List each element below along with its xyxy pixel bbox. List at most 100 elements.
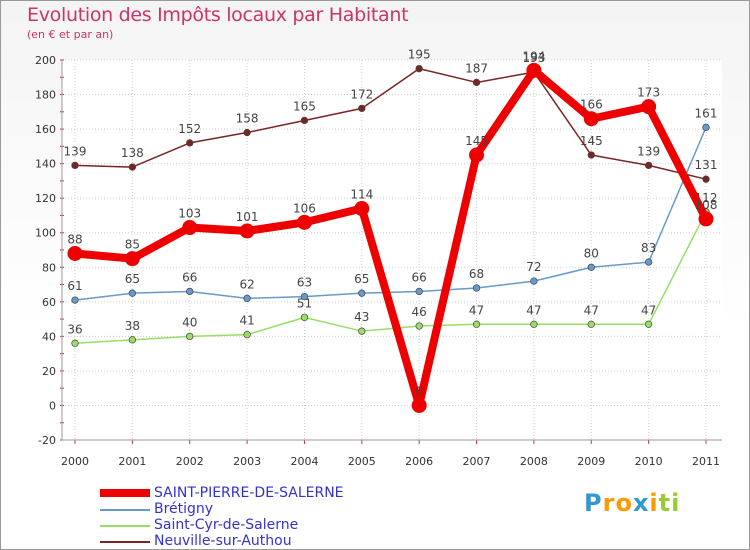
x-tick-label: 2009 xyxy=(577,455,605,468)
logo-letter: t xyxy=(658,489,672,517)
data-point xyxy=(472,78,481,87)
y-tick-label: -20 xyxy=(38,434,56,447)
data-label: 72 xyxy=(526,260,541,274)
logo-letter: x xyxy=(632,489,650,517)
data-label: 41 xyxy=(239,314,254,328)
data-point xyxy=(644,258,653,266)
y-tick-label: 20 xyxy=(42,365,56,378)
data-point xyxy=(124,251,140,267)
legend-label: SAINT-PIERRE-DE-SALERNE xyxy=(154,485,344,501)
data-point xyxy=(300,116,309,125)
x-tick-label: 2001 xyxy=(118,455,146,468)
data-point xyxy=(128,163,137,171)
data-point xyxy=(300,313,309,322)
legend-label: Neuville-sur-Authou xyxy=(154,533,292,549)
data-label: 65 xyxy=(354,272,369,286)
data-label: 47 xyxy=(641,303,656,317)
data-point xyxy=(239,223,255,239)
x-tick-label: 2011 xyxy=(692,455,720,468)
data-point xyxy=(128,289,137,297)
data-point xyxy=(71,161,79,170)
data-point xyxy=(472,284,481,292)
y-tick-label: 60 xyxy=(42,296,56,309)
data-label: 61 xyxy=(67,279,82,293)
x-tick-label: 2005 xyxy=(348,455,376,468)
data-point xyxy=(358,327,366,335)
data-point xyxy=(186,139,194,147)
data-point xyxy=(358,104,366,113)
data-label: 114 xyxy=(350,188,373,202)
data-label: 103 xyxy=(178,207,201,221)
logo-letter: P xyxy=(584,489,603,517)
logo-letter: i xyxy=(649,489,659,517)
y-tick-label: 40 xyxy=(42,330,56,343)
logo-letter: o xyxy=(615,489,633,517)
data-label: 145 xyxy=(465,134,488,148)
y-tick-label: 120 xyxy=(35,192,56,205)
data-label: 138 xyxy=(121,146,144,160)
data-label: 66 xyxy=(412,270,427,284)
legend-label: Brétigny xyxy=(154,501,214,517)
legend-label: Saint-Cyr-de-Salerne xyxy=(154,517,299,533)
data-label: 47 xyxy=(469,303,484,317)
data-label: 152 xyxy=(178,122,201,136)
data-label: 80 xyxy=(584,246,599,260)
proxiti-logo: Proxiti xyxy=(584,489,680,517)
data-point xyxy=(71,339,79,347)
data-label: 36 xyxy=(67,322,82,336)
data-point xyxy=(186,287,194,296)
data-label: 166 xyxy=(580,98,603,112)
data-label: 62 xyxy=(239,277,254,291)
data-label: 195 xyxy=(408,48,431,62)
data-point xyxy=(641,99,657,115)
data-point xyxy=(296,214,312,230)
data-point xyxy=(243,128,251,137)
data-label: 47 xyxy=(584,303,599,317)
chart-title: Evolution des Impôts locaux par Habitant xyxy=(27,4,409,26)
data-label: 46 xyxy=(412,305,427,319)
data-point xyxy=(530,320,538,328)
series-line xyxy=(74,67,707,180)
data-point xyxy=(472,320,481,328)
data-label: 63 xyxy=(297,276,312,290)
data-point xyxy=(243,330,251,339)
data-label: 161 xyxy=(695,106,718,120)
data-label: 108 xyxy=(695,198,718,212)
legend-swatch xyxy=(100,489,150,497)
data-label: 88 xyxy=(67,232,82,246)
data-label: 139 xyxy=(637,144,660,158)
data-label: 194 xyxy=(522,49,545,63)
data-label: 173 xyxy=(637,86,660,100)
data-label: 47 xyxy=(526,303,541,317)
data-point xyxy=(702,123,710,132)
data-label: 187 xyxy=(465,61,488,75)
x-tick-label: 2007 xyxy=(463,455,491,468)
data-point xyxy=(469,147,485,163)
data-label: 158 xyxy=(236,112,259,126)
logo-letter: r xyxy=(602,489,616,517)
data-point xyxy=(587,320,595,328)
data-label: 40 xyxy=(182,315,197,329)
data-label: 43 xyxy=(354,310,369,324)
data-label: 66 xyxy=(182,270,197,284)
y-tick-label: 200 xyxy=(35,54,56,67)
data-label: 101 xyxy=(236,210,259,224)
x-tick-label: 2008 xyxy=(520,455,548,468)
x-tick-label: 2002 xyxy=(176,455,204,468)
series-line xyxy=(74,127,707,301)
data-point xyxy=(182,220,198,236)
legend-swatch xyxy=(100,509,150,511)
data-point xyxy=(530,277,538,285)
data-point xyxy=(128,336,137,344)
logo-letter: i xyxy=(671,489,681,517)
data-point xyxy=(415,287,423,296)
legend-swatch xyxy=(100,525,150,527)
data-label: 85 xyxy=(125,238,140,252)
data-label: 131 xyxy=(695,158,718,172)
data-point xyxy=(415,322,423,330)
data-point xyxy=(71,296,79,304)
x-tick-label: 2010 xyxy=(635,455,663,468)
data-point xyxy=(243,294,251,303)
data-point xyxy=(354,201,370,217)
